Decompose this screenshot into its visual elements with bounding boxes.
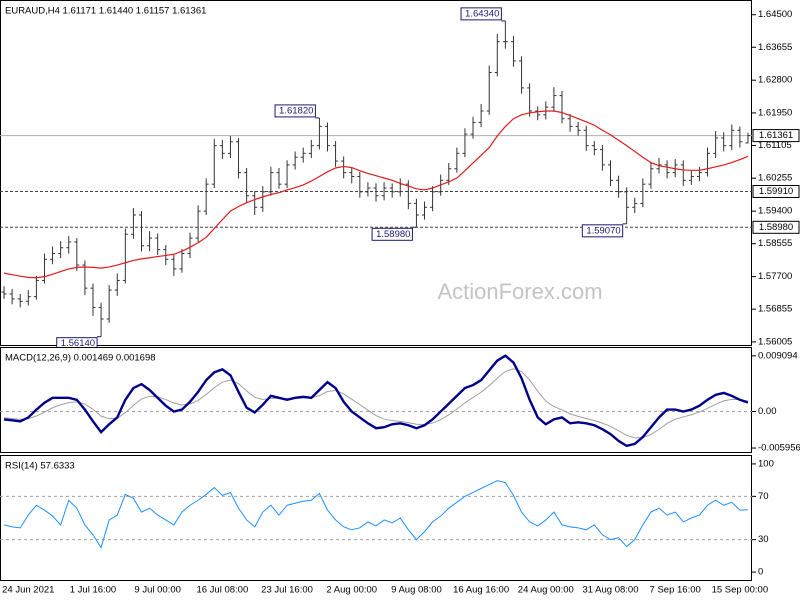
y-tick-label: 0.00 xyxy=(758,406,777,417)
watermark: ActionForex.com xyxy=(437,279,602,304)
y-tick-label: 1.62800 xyxy=(758,75,792,86)
y-tick-label: 1.59400 xyxy=(758,206,792,217)
annotation-box xyxy=(274,104,316,118)
x-tick-label: 1 Jul 16:00 xyxy=(70,585,116,596)
level-label: 1.58980 xyxy=(759,222,793,233)
x-tick-label: 23 Jul 16:00 xyxy=(261,585,313,596)
panel-frame xyxy=(0,0,752,346)
panel-title: EURAUD,H4 1.61171 1.61440 1.61157 1.6136… xyxy=(5,6,206,17)
annotation-box xyxy=(371,227,413,241)
x-tick-label: 9 Aug 08:00 xyxy=(391,585,442,596)
y-tick-label: 0.009094 xyxy=(758,350,798,361)
x-tick-label: 24 Aug 00:00 xyxy=(518,585,574,596)
y-tick-label: 0 xyxy=(758,567,763,578)
panel-frame xyxy=(0,455,752,581)
annotation-box xyxy=(460,7,502,21)
annotation-label: 1.59070 xyxy=(586,225,620,236)
y-tick-label: 1.56005 xyxy=(758,336,792,347)
annotation-label: 1.64340 xyxy=(465,8,499,19)
panel-title: MACD(12,26,9) 0.001469 0.001698 xyxy=(5,353,156,364)
y-tick-label: 1.56855 xyxy=(758,304,792,315)
panel-title: RSI(14) 57.6333 xyxy=(5,461,75,472)
level-label: 1.61361 xyxy=(759,130,793,141)
y-tick-label: 1.61105 xyxy=(758,140,792,151)
level-label: 1.59910 xyxy=(759,186,793,197)
x-tick-label: 15 Sep 00:00 xyxy=(712,585,769,596)
x-tick-label: 2 Aug 00:00 xyxy=(326,585,377,596)
x-tick-label: 31 Aug 08:00 xyxy=(582,585,638,596)
y-tick-label: 1.60255 xyxy=(758,173,792,184)
x-tick-label: 9 Jul 00:00 xyxy=(134,585,180,596)
macd-line xyxy=(3,354,749,448)
rsi-line xyxy=(3,480,748,549)
level-label-box xyxy=(752,129,800,143)
level-label-box xyxy=(752,184,800,198)
macd-line xyxy=(3,368,749,439)
x-tick-label: 24 Jun 2021 xyxy=(2,585,54,596)
y-tick-label: 1.57700 xyxy=(758,271,792,282)
annotation-box xyxy=(581,224,624,238)
y-tick-label: -0.005956 xyxy=(758,443,800,454)
y-tick-label: 30 xyxy=(758,534,769,545)
x-tick-label: 7 Sep 16:00 xyxy=(650,585,701,596)
annotation-label: 1.56140 xyxy=(61,338,95,349)
y-tick-label: 1.64500 xyxy=(758,9,792,20)
annotation-label: 1.61820 xyxy=(279,105,313,116)
y-tick-label: 70 xyxy=(758,491,769,502)
level-label-box xyxy=(752,220,800,234)
y-tick-label: 1.61950 xyxy=(758,107,792,118)
moving-average xyxy=(3,110,749,279)
x-tick-label: 16 Aug 16:00 xyxy=(453,585,509,596)
annotation-label: 1.58980 xyxy=(376,229,410,240)
y-tick-label: 1.58555 xyxy=(758,238,792,249)
y-tick-label: 100 xyxy=(758,458,774,469)
y-tick-label: 1.63655 xyxy=(758,42,792,53)
x-tick-label: 16 Jul 08:00 xyxy=(196,585,248,596)
